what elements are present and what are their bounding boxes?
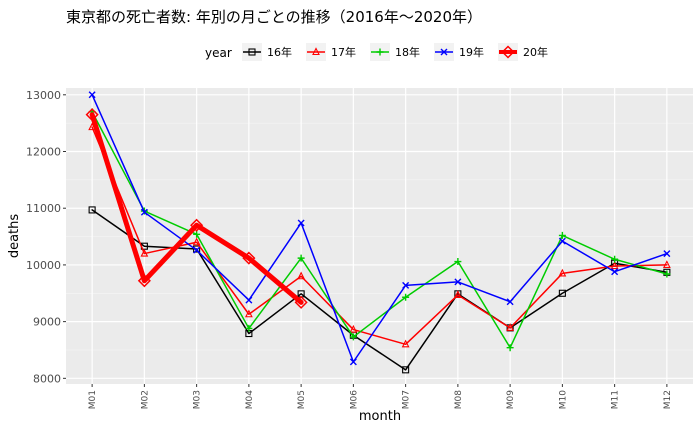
legend-item: 17年 (306, 43, 356, 61)
x-axis-title: month (359, 409, 401, 424)
chart-title: 東京都の死亡者数: 年別の月ごとの推移（2016年～2020年） (66, 8, 482, 26)
grid (66, 88, 693, 384)
x-tick-label: M12 (663, 390, 673, 409)
data-point (558, 268, 567, 277)
data-point (453, 290, 462, 299)
data-point (349, 324, 358, 333)
series-20年 (85, 108, 308, 309)
x-tick-label: M02 (140, 390, 150, 409)
data-point (242, 251, 256, 265)
data-point (190, 218, 204, 232)
legend-item: 18年 (370, 43, 420, 61)
x-tick-label: M01 (88, 390, 98, 409)
data-point (402, 293, 410, 301)
data-point (349, 333, 357, 341)
data-point (245, 324, 253, 332)
data-point (506, 298, 514, 306)
data-point (297, 271, 306, 280)
data-point (401, 339, 410, 348)
data-point (193, 246, 201, 254)
plot-panel (66, 88, 693, 384)
x-tick-label: M03 (193, 390, 203, 409)
data-point (610, 261, 619, 270)
legend-label: 19年 (459, 45, 484, 59)
legend-marker (376, 48, 384, 56)
series-line (91, 111, 668, 349)
data-point (297, 219, 305, 227)
y-axis-title: deaths (7, 214, 22, 259)
data-point (402, 366, 410, 374)
legend: year 16年 17年 18年 19年 20年 (205, 43, 548, 61)
data-point (294, 295, 308, 309)
legend-title: year (205, 46, 232, 60)
data-point (140, 208, 148, 216)
data-point (402, 281, 410, 289)
y-tick-label: 11000 (26, 202, 61, 215)
legend-label: 20年 (523, 45, 548, 59)
legend-item: 19年 (434, 43, 484, 61)
legend-label: 18年 (395, 45, 420, 59)
x-tick-label: M05 (297, 390, 307, 409)
data-point (245, 296, 253, 304)
x-tick-label: M07 (402, 390, 412, 409)
data-point (88, 91, 96, 99)
y-axis: 8000 9000 10000 11000 12000 13000 (26, 89, 66, 385)
data-point (506, 344, 514, 352)
data-point (454, 278, 462, 286)
series-layer (85, 91, 671, 374)
data-point (193, 230, 201, 238)
series-line (91, 209, 668, 371)
data-point (244, 309, 253, 318)
legend-label: 16年 (267, 45, 292, 59)
x-axis: M01 M02 M03 M04 M05 M06 M07 M08 M09 M10 M11 M12 (88, 384, 673, 409)
data-point (611, 268, 619, 276)
y-tick-label: 13000 (26, 89, 61, 102)
legend-marker (312, 47, 320, 56)
y-tick-label: 10000 (26, 259, 61, 272)
x-tick-label: M06 (349, 390, 359, 409)
data-point (454, 258, 462, 266)
series-18年 (88, 108, 671, 352)
y-tick-label: 8000 (33, 372, 61, 385)
data-point (662, 260, 671, 268)
data-point (663, 270, 671, 278)
data-point (349, 358, 357, 366)
data-point (506, 323, 515, 331)
x-tick-label: M08 (454, 390, 464, 409)
x-tick-label: M10 (558, 390, 568, 409)
y-tick-label: 12000 (26, 146, 61, 159)
data-point (140, 248, 149, 257)
data-point (297, 254, 305, 262)
legend-marker (248, 48, 256, 56)
legend-marker (440, 48, 448, 56)
series-line (91, 94, 668, 363)
data-point (558, 289, 566, 297)
legend-label: 17年 (331, 45, 356, 59)
data-point (611, 255, 619, 263)
data-point (558, 231, 566, 239)
x-tick-label: M11 (611, 390, 621, 409)
y-tick-label: 9000 (33, 316, 61, 329)
x-tick-label: M09 (506, 390, 516, 409)
legend-item: 16年 (242, 43, 292, 61)
data-point (663, 250, 671, 258)
legend-marker (501, 45, 515, 59)
legend-item: 20年 (498, 43, 548, 61)
data-point (137, 274, 151, 288)
series-19年 (88, 91, 671, 366)
series-line (89, 112, 304, 305)
x-tick-label: M04 (245, 390, 255, 409)
data-point (88, 206, 96, 214)
data-point (192, 237, 201, 246)
data-point (193, 245, 201, 253)
data-point (558, 237, 566, 245)
data-point (85, 108, 99, 122)
